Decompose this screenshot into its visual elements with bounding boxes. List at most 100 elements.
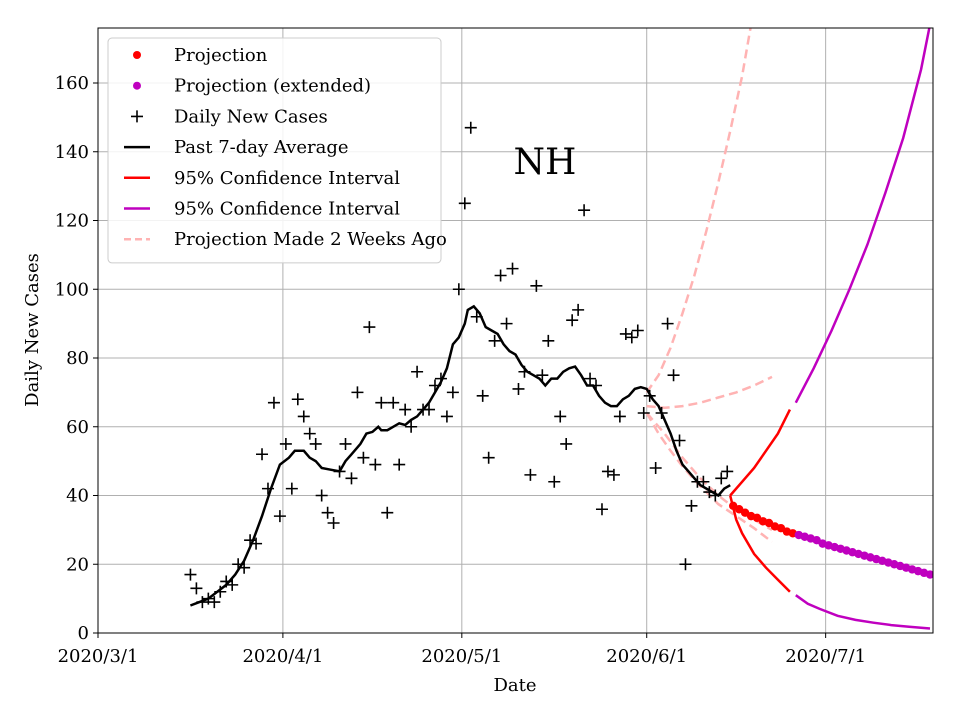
axis-ticks: 2020/3/1 2020/4/1 2020/5/1 2020/6/1 2020/7/1… <box>55 73 866 667</box>
x-tick-label: 2020/4/1 <box>242 646 323 667</box>
y-tick-label: 160 <box>55 73 89 94</box>
daily-case-point <box>267 396 280 409</box>
daily-case-point <box>590 379 603 392</box>
daily-case-point <box>464 121 477 134</box>
daily-case-point <box>405 420 418 433</box>
daily-case-point <box>423 403 436 416</box>
y-tick-label: 20 <box>66 554 89 575</box>
daily-case-point <box>625 331 638 344</box>
daily-case-point <box>309 437 322 450</box>
x-tick-label: 2020/7/1 <box>785 646 866 667</box>
daily-case-point <box>697 475 710 488</box>
daily-case-point <box>261 482 274 495</box>
daily-case-point <box>357 451 370 464</box>
daily-case-point <box>434 372 447 385</box>
legend-entry-2-label: Projection (extended) <box>174 76 371 97</box>
x-axis-label: Date <box>493 675 536 696</box>
x-tick-label: 2020/3/1 <box>58 646 139 667</box>
daily-case-point <box>488 334 501 347</box>
daily-case-point <box>446 386 459 399</box>
daily-case-point <box>345 472 358 485</box>
daily-case-point <box>238 561 251 574</box>
daily-case-point <box>256 448 269 461</box>
daily-case-point <box>578 204 591 217</box>
daily-case-point <box>709 489 722 502</box>
daily-case-point <box>530 279 543 292</box>
daily-case-point <box>607 468 620 481</box>
daily-case-point <box>273 510 286 523</box>
daily-case-point <box>428 379 441 392</box>
legend-entry-1-label: Projection <box>174 45 268 66</box>
series-layer <box>184 28 933 630</box>
daily-case-point <box>411 365 424 378</box>
daily-case-point <box>470 310 483 323</box>
daily-case-point <box>721 465 734 478</box>
legend-entry-1-marker <box>133 51 141 59</box>
daily-case-point <box>613 410 626 423</box>
daily-case-point <box>661 317 674 330</box>
daily-case-point <box>184 568 197 581</box>
daily-case-point <box>363 321 376 334</box>
daily-case-point <box>518 365 531 378</box>
chart-title: NH <box>514 142 577 183</box>
daily-case-point <box>285 482 298 495</box>
daily-case-point <box>321 506 334 519</box>
legend-entry-6-label: 95% Confidence Interval <box>174 199 400 220</box>
daily-case-point <box>279 437 292 450</box>
y-tick-label: 80 <box>66 348 89 369</box>
daily-case-point <box>572 303 585 316</box>
daily-case-point <box>351 386 364 399</box>
daily-case-point <box>226 578 239 591</box>
daily-case-point <box>458 197 471 210</box>
daily-case-point <box>685 499 698 512</box>
95-confidence-interval-line <box>794 28 931 404</box>
projection-made-2-weeks-ago-line <box>645 412 773 531</box>
y-tick-label: 100 <box>55 279 89 300</box>
daily-case-point <box>548 475 561 488</box>
daily-case-point <box>595 503 608 516</box>
past-7-day-average-line <box>189 304 731 607</box>
daily-case-point <box>494 269 507 282</box>
y-tick-label: 0 <box>78 623 89 644</box>
x-tick-label: 2020/6/1 <box>606 646 687 667</box>
legend-entry-5-label: 95% Confidence Interval <box>174 168 400 189</box>
daily-case-point <box>554 410 567 423</box>
daily-case-point <box>506 262 519 275</box>
legend-entry-7-label: Projection Made 2 Weeks Ago <box>174 229 447 250</box>
y-tick-label: 140 <box>55 142 89 163</box>
95-confidence-interval-line <box>729 409 792 497</box>
daily-case-point <box>649 462 662 474</box>
daily-case-point <box>566 314 579 327</box>
daily-case-point <box>536 369 549 382</box>
daily-case-point <box>482 451 495 464</box>
daily-case-point <box>542 334 555 347</box>
daily-case-point <box>476 389 489 402</box>
daily-case-point <box>214 585 227 598</box>
projection-made-2-weeks-ago-line <box>646 375 773 410</box>
daily-case-point <box>315 489 328 502</box>
legend: Projection Projection (extended) Daily New… <box>107 37 447 264</box>
y-tick-label: 40 <box>66 486 89 507</box>
x-tick-label: 2020/5/1 <box>421 646 502 667</box>
projection-extended--point <box>925 570 933 579</box>
daily-case-point <box>190 582 203 595</box>
legend-entry-4-label: Past 7-day Average <box>174 137 349 158</box>
daily-case-point <box>560 437 573 450</box>
daily-case-point <box>655 407 668 419</box>
legend-entry-2-marker <box>133 81 141 90</box>
y-tick-label: 120 <box>55 211 89 232</box>
daily-case-point <box>440 410 453 423</box>
daily-case-point <box>291 393 304 406</box>
y-axis-label: Daily New Cases <box>22 253 43 407</box>
projection-made-2-weeks-ago-line <box>645 412 773 543</box>
daily-case-point <box>208 596 221 609</box>
y-tick-label: 60 <box>66 417 89 438</box>
projection-made-2-weeks-ago-line <box>645 28 752 394</box>
daily-case-point <box>369 458 382 471</box>
daily-case-point <box>327 517 340 529</box>
daily-case-point <box>584 372 597 385</box>
daily-case-point <box>667 369 680 382</box>
daily-case-point <box>339 437 352 450</box>
daily-case-point <box>333 465 346 478</box>
